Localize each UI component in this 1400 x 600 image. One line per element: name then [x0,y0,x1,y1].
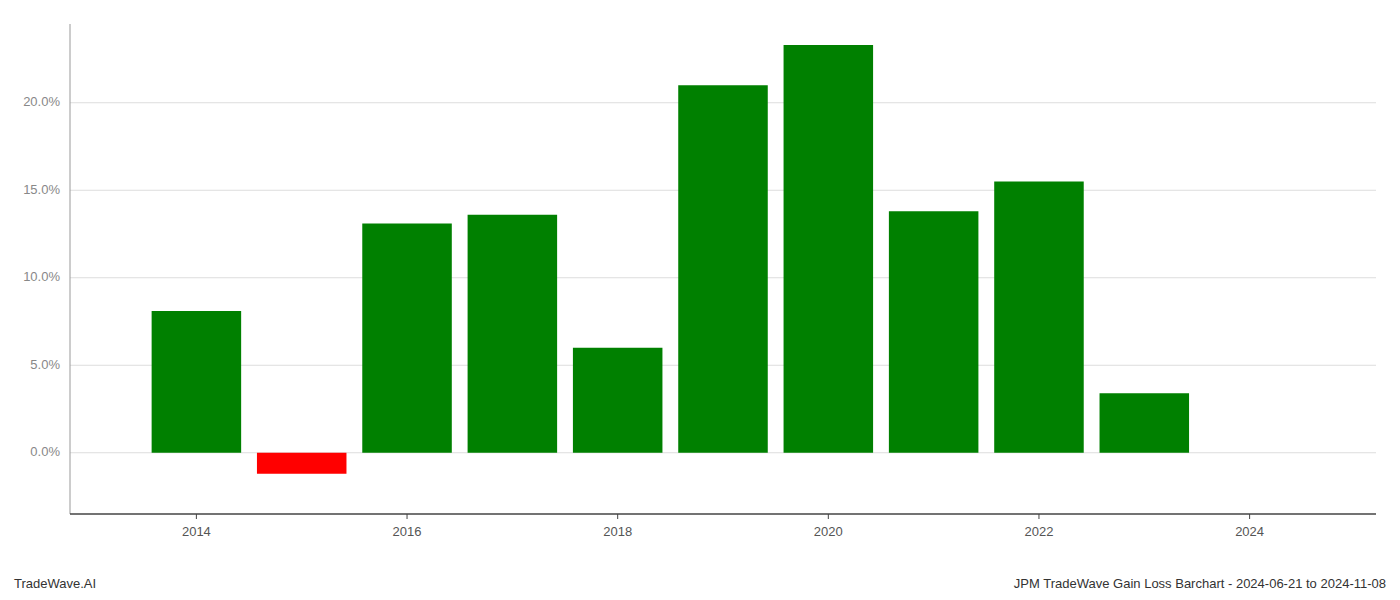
x-tick-label: 2022 [1025,524,1054,539]
x-tick [1249,514,1250,519]
footer-text: JPM TradeWave Gain Loss Barchart - 2024-… [1014,576,1386,591]
x-tick [828,514,829,519]
y-tick-label: 15.0% [23,182,60,197]
chart-container: 0.0% 5.0% 10.0% 15.0% 20.0% 2014 2016 2018 2020 2… [0,0,1400,600]
bar [257,453,347,474]
x-tick [407,514,408,519]
x-tick-label: 2018 [603,524,632,539]
bar [678,85,768,453]
x-tick-label: 2014 [182,524,211,539]
x-tick-label: 2020 [814,524,843,539]
bar [152,311,242,453]
bar [784,45,874,453]
x-tick-label: 2016 [393,524,422,539]
bar [1100,393,1190,453]
y-tick-label: 10.0% [23,269,60,284]
chart: 0.0% 5.0% 10.0% 15.0% 20.0% 2014 2016 2018 2020 2… [0,0,1400,600]
bar [468,215,558,453]
bar [889,211,979,453]
x-tick-label: 2024 [1235,524,1264,539]
footer-text: TradeWave.AI [14,576,96,591]
x-tick [617,514,618,519]
y-tick-label: 0.0% [30,444,60,459]
y-tick-label: 5.0% [30,357,60,372]
x-axis-line [70,513,1376,515]
bar [362,224,452,453]
bar [994,182,1084,453]
y-tick-label: 20.0% [23,94,60,109]
bars [152,45,1189,474]
bar [573,348,663,453]
y-axis-line [70,24,71,514]
background [0,0,1400,600]
x-tick [196,514,197,519]
x-tick [1038,514,1039,519]
